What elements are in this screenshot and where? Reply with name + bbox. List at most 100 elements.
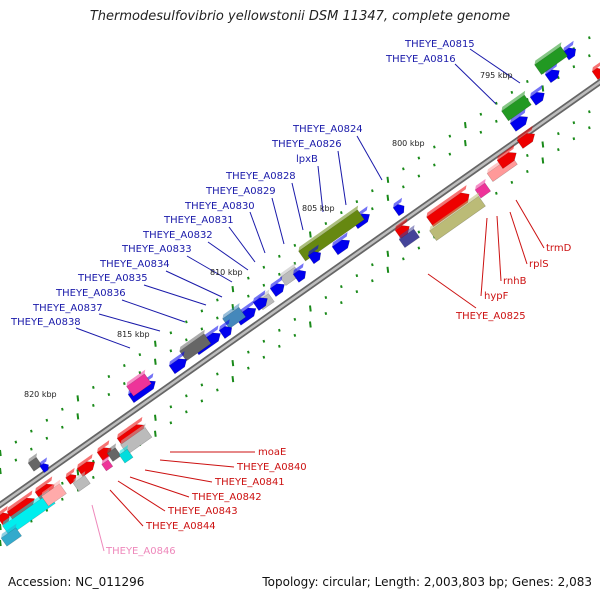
tick: [417, 230, 421, 234]
leader-line: [469, 48, 521, 84]
tick: [324, 222, 328, 226]
gene-label-THEYE_A0841[interactable]: THEYE_A0841: [214, 477, 285, 488]
gene-block[interactable]: [495, 144, 521, 169]
gene-block[interactable]: [251, 290, 272, 311]
gene-label-THEYE_A0836[interactable]: THEYE_A0836: [55, 288, 126, 299]
gene-block[interactable]: [117, 444, 135, 464]
gene-label-trmD[interactable]: trmD: [546, 243, 572, 254]
gene-label-THEYE_A0834[interactable]: THEYE_A0834: [99, 259, 170, 270]
gene-label-THEYE_A0826[interactable]: THEYE_A0826: [271, 139, 342, 150]
gene-label-THEYE_A0846[interactable]: THEYE_A0846: [105, 546, 176, 557]
gene-label-moaE[interactable]: moaE: [258, 447, 286, 458]
gene-block[interactable]: [100, 455, 115, 472]
gene-label-THEYE_A0835[interactable]: THEYE_A0835: [77, 273, 148, 284]
tick: [231, 285, 235, 293]
gene-label-THEYE_A0833[interactable]: THEYE_A0833: [121, 244, 192, 255]
gene-block[interactable]: [26, 453, 44, 472]
tick: [278, 344, 281, 348]
tick: [30, 429, 33, 433]
gene-block[interactable]: [268, 276, 289, 297]
gene-block[interactable]: [75, 453, 100, 478]
gene-block[interactable]: [217, 319, 237, 339]
gene-label-hypF[interactable]: hypF: [484, 291, 509, 302]
tick: [216, 372, 219, 376]
tick: [417, 156, 421, 160]
gene-label-THEYE_A0832[interactable]: THEYE_A0832: [142, 230, 213, 241]
gene-block[interactable]: [397, 224, 422, 249]
gene-label-THEYE_A0842[interactable]: THEYE_A0842: [191, 492, 262, 503]
gene-label-THEYE_A0843[interactable]: THEYE_A0843: [167, 506, 238, 517]
tick: [386, 266, 390, 273]
gene-label-THEYE_A0840[interactable]: THEYE_A0840: [236, 462, 307, 473]
tick: [433, 163, 436, 167]
gene-block[interactable]: [528, 84, 549, 106]
tick: [169, 331, 173, 335]
tick: [169, 421, 173, 425]
leader-line: [249, 211, 266, 254]
gene-label-THEYE_A0844[interactable]: THEYE_A0844: [145, 521, 216, 532]
gene-block[interactable]: [515, 125, 540, 149]
gene-block[interactable]: [291, 263, 311, 283]
gene-block[interactable]: [71, 471, 92, 492]
tick: [76, 395, 80, 402]
tick: [495, 101, 498, 105]
tick: [495, 191, 498, 195]
tick: [154, 340, 157, 347]
gene-block[interactable]: [0, 523, 24, 547]
tick: [572, 65, 576, 69]
gene-label-THEYE_A0825[interactable]: THEYE_A0825: [455, 311, 526, 322]
tick: [417, 246, 421, 250]
leader-line: [129, 476, 190, 498]
gene-block[interactable]: [167, 351, 192, 375]
gene-label-THEYE_A0830[interactable]: THEYE_A0830: [184, 201, 255, 212]
leader-line: [271, 197, 285, 245]
tick: [448, 134, 452, 138]
gene-block[interactable]: [590, 61, 600, 80]
gene-label-lpxB[interactable]: lpxB: [296, 154, 318, 165]
gene-block[interactable]: [428, 192, 488, 241]
gene-block[interactable]: [38, 457, 53, 474]
gene-label-rnhB[interactable]: rnhB: [503, 276, 527, 287]
leader-line: [165, 270, 223, 298]
gene-label-rplS[interactable]: rplS: [529, 259, 549, 270]
leader-line: [91, 504, 105, 552]
leader-line: [159, 459, 235, 468]
gene-label-THEYE_A0824[interactable]: THEYE_A0824: [292, 124, 363, 135]
gene-block[interactable]: [125, 369, 154, 397]
leader-line: [480, 217, 488, 297]
tick: [154, 430, 157, 437]
gene-label-THEYE_A0828[interactable]: THEYE_A0828: [225, 171, 296, 182]
gene-label-THEYE_A0829[interactable]: THEYE_A0829: [205, 186, 276, 197]
tick: [30, 447, 33, 451]
gene-block[interactable]: [533, 42, 570, 75]
gene-label-THEYE_A0831[interactable]: THEYE_A0831: [163, 215, 234, 226]
gene-block[interactable]: [105, 443, 123, 462]
gene-label-THEYE_A0816[interactable]: THEYE_A0816: [385, 54, 456, 65]
tick: [76, 469, 80, 476]
gene-label-THEYE_A0837[interactable]: THEYE_A0837: [32, 303, 103, 314]
tick: [14, 458, 18, 462]
gene-label-THEYE_A0815[interactable]: THEYE_A0815: [404, 39, 475, 50]
label-leader-lines: [75, 48, 545, 552]
reverse-gene-labels: trmD rplS rnhB hypF THEYE_A0825 moaE THE…: [105, 243, 572, 557]
tick: [355, 200, 359, 204]
gene-block[interactable]: [391, 197, 409, 217]
gene-block[interactable]: [178, 329, 214, 362]
gene-label-THEYE_A0838[interactable]: THEYE_A0838: [10, 317, 81, 328]
tick: [572, 137, 576, 141]
tick: [371, 263, 374, 267]
leader-line: [143, 284, 207, 306]
leader-line: [98, 313, 161, 332]
tick: [216, 388, 219, 392]
tick: [262, 339, 266, 343]
gene-block[interactable]: [561, 40, 581, 61]
leader-line: [356, 135, 383, 181]
leader-line: [496, 215, 502, 282]
gene-block[interactable]: [500, 90, 534, 122]
tick: [185, 410, 188, 414]
gene-block[interactable]: [330, 232, 355, 256]
gene-block[interactable]: [425, 185, 475, 228]
gene-block[interactable]: [306, 244, 326, 265]
gene-block[interactable]: [508, 108, 533, 132]
gene-block[interactable]: [40, 479, 69, 507]
